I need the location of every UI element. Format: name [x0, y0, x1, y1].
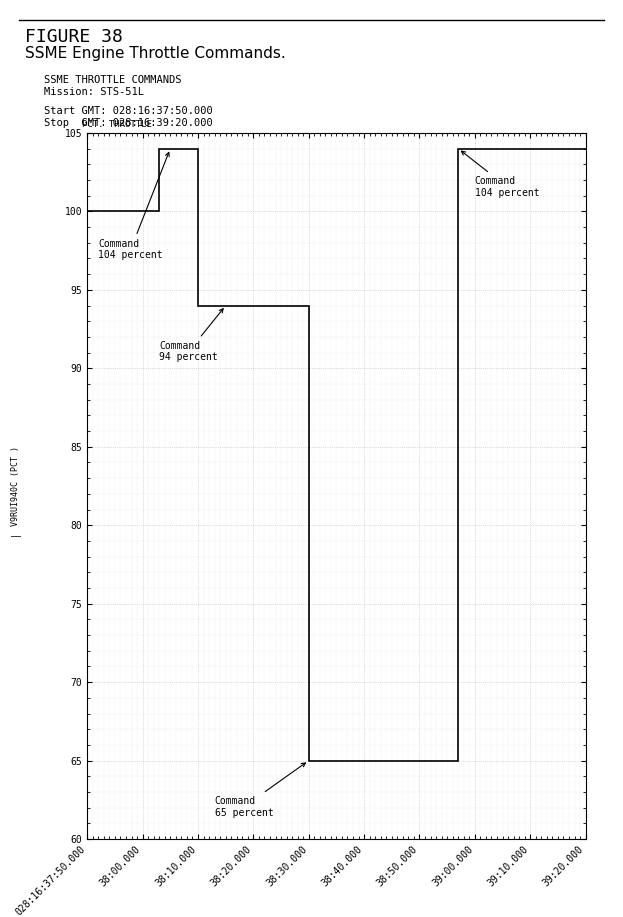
Text: Stop  GMT: 028:16:39:20.000: Stop GMT: 028:16:39:20.000: [44, 118, 212, 128]
Text: PCT. THROTTLE: PCT. THROTTLE: [82, 120, 152, 129]
Text: ——: ——: [11, 532, 21, 541]
Text: SSME THROTTLE COMMANDS: SSME THROTTLE COMMANDS: [44, 75, 181, 85]
Text: Start GMT: 028:16:37:50.000: Start GMT: 028:16:37:50.000: [44, 106, 212, 116]
Text: Command
94 percent: Command 94 percent: [159, 309, 223, 362]
Text: Command
104 percent: Command 104 percent: [98, 152, 169, 260]
Text: V9RUI940C (PCT ): V9RUI940C (PCT ): [11, 446, 20, 526]
Text: SSME Engine Throttle Commands.: SSME Engine Throttle Commands.: [25, 46, 286, 61]
Text: Command
104 percent: Command 104 percent: [462, 151, 540, 198]
Text: FIGURE 38: FIGURE 38: [25, 28, 123, 46]
Text: Command
65 percent: Command 65 percent: [214, 763, 305, 818]
Text: Mission: STS-51L: Mission: STS-51L: [44, 87, 144, 97]
